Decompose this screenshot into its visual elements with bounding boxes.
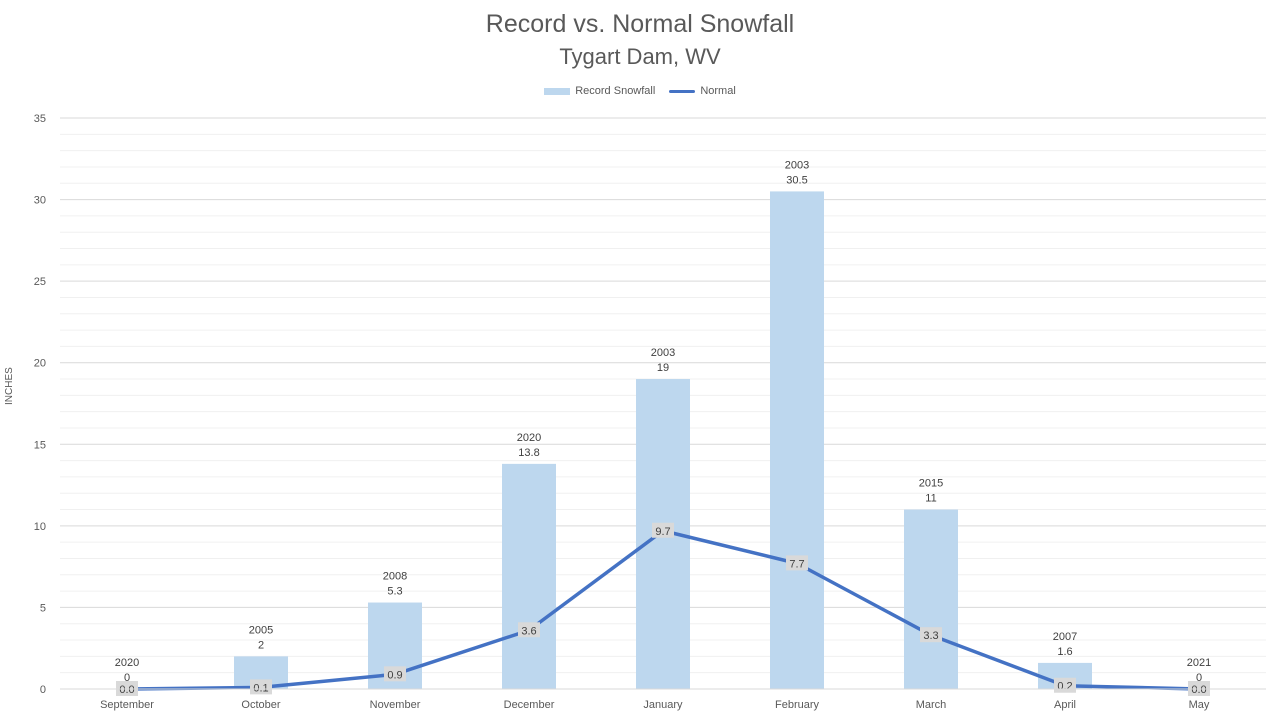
bar-value-label: 1.6 — [1057, 646, 1072, 658]
bar-value-label: 2 — [258, 639, 264, 651]
normal-label-box — [518, 622, 540, 638]
y-tick-label: 15 — [34, 439, 46, 451]
bar-year-label: 2007 — [1053, 631, 1077, 643]
x-tick-label: March — [916, 699, 947, 711]
bar-value-label: 30.5 — [786, 174, 807, 186]
chart-legend: Record Snowfall Normal — [0, 85, 1280, 97]
y-tick-label: 25 — [34, 276, 46, 288]
y-tick-label: 5 — [40, 602, 46, 614]
normal-label-box — [652, 522, 674, 538]
bar-year-label: 2003 — [651, 347, 675, 359]
y-tick-label: 35 — [34, 113, 46, 125]
record-bar — [770, 191, 824, 689]
legend-label-normal: Normal — [700, 85, 736, 97]
bar-value-label: 0 — [124, 672, 130, 684]
bar-year-label: 2008 — [383, 571, 407, 583]
normal-value-label: 9.7 — [655, 526, 670, 538]
record-bars — [234, 191, 1092, 689]
y-tick-label: 10 — [34, 521, 46, 533]
chart-subtitle: Tygart Dam, WV — [559, 44, 721, 69]
bar-year-label: 2005 — [249, 624, 273, 636]
normal-value-label: 0.0 — [119, 684, 134, 696]
x-tick-label: February — [775, 699, 820, 711]
normal-value-label: 7.7 — [789, 558, 804, 570]
x-tick-label: November — [370, 699, 421, 711]
bar-year-label: 2020 — [517, 432, 541, 444]
x-tick-label: January — [643, 699, 683, 711]
normal-label-box — [384, 666, 406, 682]
normal-value-label: 0.2 — [1057, 681, 1072, 693]
normal-label-box — [786, 555, 808, 571]
normal-value-label: 3.3 — [923, 630, 938, 642]
legend-item-normal: Normal — [669, 85, 736, 97]
normal-value-label: 0.9 — [387, 669, 402, 681]
bar-year-label: 2003 — [785, 159, 809, 171]
bar-year-label: 2015 — [919, 478, 943, 490]
y-tick-label: 20 — [34, 358, 46, 370]
x-tick-label: April — [1054, 699, 1076, 711]
bar-value-label: 13.8 — [518, 447, 539, 459]
record-bar — [904, 509, 958, 689]
bar-value-label: 0 — [1196, 672, 1202, 684]
legend-swatch-record — [544, 87, 571, 95]
normal-label-box — [920, 627, 942, 643]
legend-swatch-normal — [669, 89, 696, 93]
legend-label-record: Record Snowfall — [575, 85, 656, 97]
x-tick-label: December — [504, 699, 555, 711]
x-tick-label: September — [100, 699, 154, 711]
legend-item-record: Record Snowfall — [544, 85, 655, 97]
normal-label-box — [250, 679, 272, 695]
x-tick-label: October — [241, 699, 280, 711]
bar-year-label: 2020 — [115, 657, 139, 669]
bar-year-label: 2021 — [1187, 657, 1211, 669]
x-tick-label: May — [1189, 699, 1210, 711]
bar-value-label: 11 — [925, 493, 936, 505]
y-tick-label: 0 — [40, 684, 46, 696]
normal-value-label: 0.1 — [253, 682, 268, 694]
chart-title: Record vs. Normal Snowfall — [485, 10, 795, 38]
record-bar — [502, 463, 556, 689]
bar-value-label: 5.3 — [387, 586, 402, 598]
y-tick-label: 30 — [34, 195, 46, 207]
normal-value-label: 3.6 — [521, 625, 536, 637]
data-labels: 2020 0 2005 2 2008 5.3 2020 13.8 2003 19 2003 30.5 2… — [115, 159, 1211, 696]
normal-value-label: 0.0 — [1191, 684, 1206, 696]
bar-value-label: 19 — [657, 362, 669, 374]
